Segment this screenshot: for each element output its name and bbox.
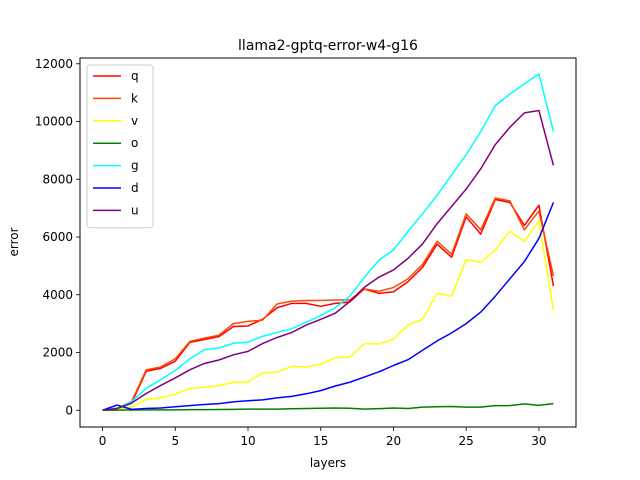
x-tick-label: 5 [171,434,179,448]
plot-lines [102,73,555,411]
y-axis-ticks: 0 2000 4000 6000 8000 10000 12000 [35,57,80,417]
legend-label-o: o [131,136,138,150]
x-tick-label: 10 [240,434,255,448]
legend-label-d: d [131,181,139,195]
legend-label-v: v [131,114,138,128]
y-tick-label: 10000 [35,115,73,129]
series-line-v [102,220,555,411]
y-tick-label: 8000 [42,172,73,186]
legend-label-q: q [131,69,139,83]
legend-label-g: g [131,159,139,173]
y-tick-label: 6000 [42,230,73,244]
y-tick-label: 4000 [42,288,73,302]
x-tick-label: 0 [99,434,107,448]
series-line-o [102,402,554,411]
chart-title: llama2-gptq-error-w4-g16 [238,38,418,54]
y-tick-label: 0 [65,403,73,417]
series-line-g [102,73,555,411]
x-axis-ticks: 0 5 10 15 20 25 30 [99,427,547,448]
legend-label-k: k [131,91,138,105]
plot-frame [79,57,577,428]
x-tick-label: 30 [531,434,546,448]
x-tick-label: 15 [313,434,328,448]
x-tick-label: 20 [386,434,401,448]
legend-label-u: u [131,203,139,217]
series-line-d [102,202,555,411]
y-tick-label: 2000 [42,346,73,360]
x-tick-label: 25 [459,434,474,448]
series-line-q [102,198,555,411]
series-line-k [102,197,555,411]
y-axis-label: error [7,227,21,256]
series-line-u [102,109,555,411]
legend-box [86,64,154,229]
y-tick-label: 12000 [35,57,73,71]
x-axis-label: layers [310,456,346,470]
